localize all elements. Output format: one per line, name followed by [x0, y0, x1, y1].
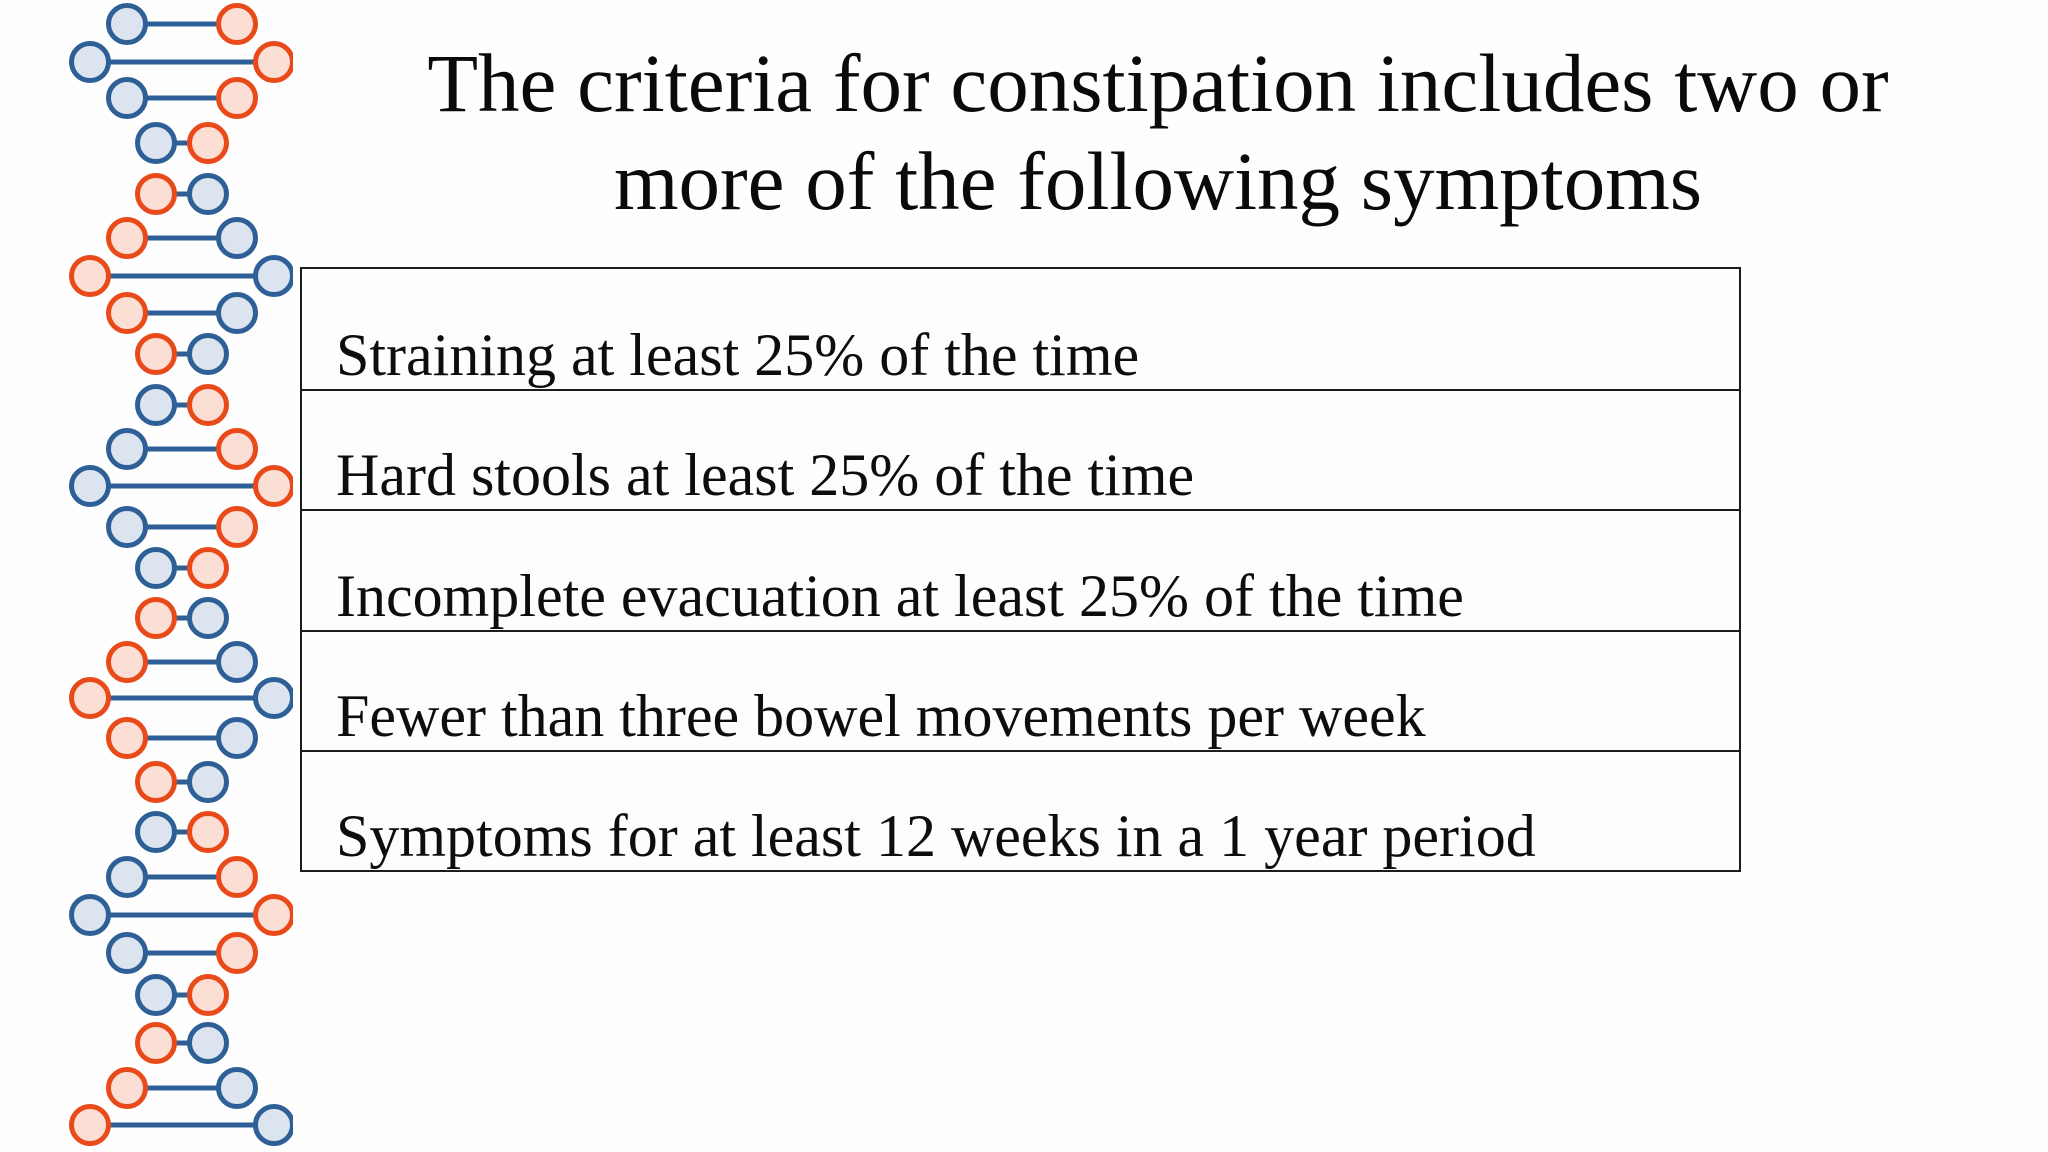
criterion-text: Symptoms for at least 12 weeks in a 1 ye… — [336, 802, 1536, 869]
table-row: Straining at least 25% of the time — [302, 269, 1739, 389]
page-title-line-2: more of the following symptoms — [613, 135, 1703, 227]
page-title-line-1: The criteria for constipation includes t… — [427, 37, 1889, 129]
dna-helix-icon — [69, 3, 293, 1146]
criterion-text: Straining at least 25% of the time — [336, 322, 1140, 389]
criterion-text: Hard stools at least 25% of the time — [336, 442, 1195, 509]
table-row: Incomplete evacuation at least 25% of th… — [302, 509, 1739, 629]
table-row: Fewer than three bowel movements per wee… — [302, 629, 1739, 750]
criteria-table: Straining at least 25% of the time Hard … — [300, 267, 1741, 872]
criterion-text: Fewer than three bowel movements per wee… — [336, 682, 1426, 749]
table-row: Hard stools at least 25% of the time — [302, 389, 1739, 509]
page-title: The criteria for constipation includes t… — [158, 34, 2048, 230]
table-row: Symptoms for at least 12 weeks in a 1 ye… — [302, 749, 1739, 870]
criterion-text: Incomplete evacuation at least 25% of th… — [336, 562, 1464, 629]
